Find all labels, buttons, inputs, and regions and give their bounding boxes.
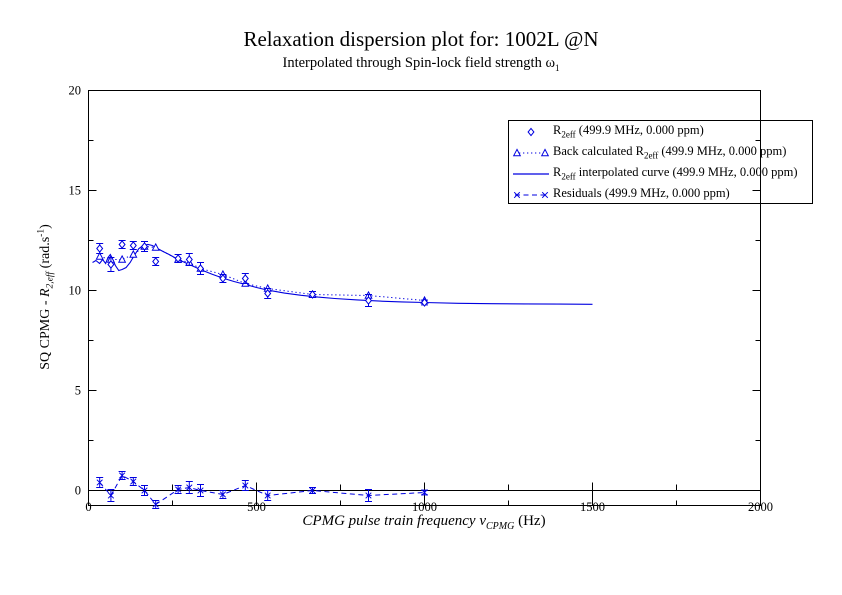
solid-line-marker-icon xyxy=(509,166,553,182)
y-label-subscript: 2,eff xyxy=(45,271,56,289)
triangle-dotted-marker-icon xyxy=(509,145,553,161)
x-tick-label: 0 xyxy=(85,500,91,514)
x-label-subscript: CPMG xyxy=(486,521,515,532)
chart-subtitle-text: Interpolated through Spin-lock field str… xyxy=(282,55,556,71)
series-r2eff xyxy=(96,240,429,307)
x-tick-label: 2000 xyxy=(748,500,773,514)
legend-item-residuals: Residuals (499.9 MHz, 0.000 ppm) xyxy=(509,184,812,205)
chart-title: Relaxation dispersion plot for: 1002L @N xyxy=(243,27,599,51)
x-label-nu: ν xyxy=(479,513,486,529)
y-tick-label: 0 xyxy=(75,484,81,498)
legend-item-r2eff: R2eff (499.9 MHz, 0.000 ppm) xyxy=(509,121,812,142)
y-tick-label: 10 xyxy=(69,284,82,298)
x-tick-label: 500 xyxy=(247,500,266,514)
y-label-mid: (rad.s xyxy=(37,236,53,272)
x-label-main: CPMG pulse train frequency xyxy=(302,513,480,529)
x-dashed-marker-icon xyxy=(509,187,553,203)
y-tick-label: 20 xyxy=(69,84,82,98)
x-tick-labels: 0 500 1000 1500 2000 xyxy=(85,500,773,514)
x-tick-label: 1000 xyxy=(412,500,437,514)
legend-item-interpolated-curve: R2eff interpolated curve (499.9 MHz, 0.0… xyxy=(509,163,812,184)
series-interpolated-curve xyxy=(92,243,593,305)
diamond-marker-icon xyxy=(509,124,553,140)
y-label-R: R xyxy=(37,288,53,298)
x-label-unit: (Hz) xyxy=(514,513,546,529)
y-label-pre: SQ CPMG - xyxy=(37,297,53,370)
y-axis-label: SQ CPMG - R2,eff (rad.s-1) xyxy=(36,224,55,370)
legend: R2eff (499.9 MHz, 0.000 ppm) Back calcul… xyxy=(508,120,813,204)
y-tick-label: 5 xyxy=(75,384,81,398)
axis-ticks xyxy=(88,90,761,506)
y-label-post: ) xyxy=(37,224,53,229)
chart-subtitle: Interpolated through Spin-lock field str… xyxy=(0,55,842,73)
legend-item-back-calculated: Back calculated R2eff (499.9 MHz, 0.000 … xyxy=(509,142,812,163)
y-tick-label: 15 xyxy=(69,184,82,198)
x-tick-label: 1500 xyxy=(580,500,605,514)
y-label-sup: -1 xyxy=(36,228,47,237)
series-residuals xyxy=(96,471,428,509)
y-tick-labels: 0 5 10 15 20 xyxy=(69,84,82,498)
x-axis-label: CPMG pulse train frequency νCPMG (Hz) xyxy=(0,513,842,532)
chart-subtitle-sub: 1 xyxy=(555,62,560,73)
